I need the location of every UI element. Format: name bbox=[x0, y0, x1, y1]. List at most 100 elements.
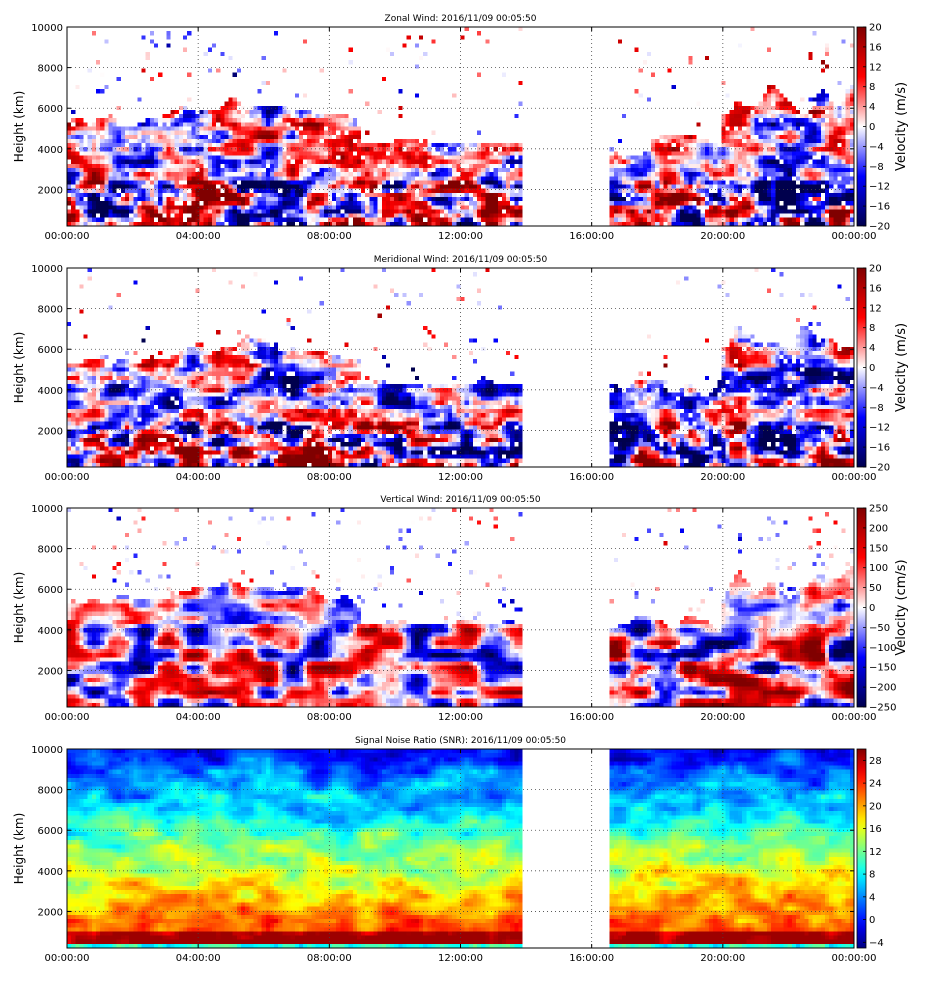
heatmap-image bbox=[67, 268, 854, 467]
x-tick-label: 12:00:00 bbox=[438, 231, 483, 242]
colorbar-label: Velocity (cm/s) bbox=[894, 559, 909, 655]
y-tick-label: 2000 bbox=[38, 666, 63, 677]
x-tick-label: 12:00:00 bbox=[438, 953, 483, 964]
x-tick-label: 04:00:00 bbox=[176, 231, 221, 242]
panel-title: Meridional Wind: 2016/11/09 00:05:50 bbox=[374, 255, 548, 265]
y-axis-label: Height (km) bbox=[12, 91, 26, 162]
y-tick-label: 10000 bbox=[31, 504, 63, 515]
colorbar-tick-label: −8 bbox=[869, 403, 884, 414]
colorbar-tick-label: −20 bbox=[869, 222, 890, 233]
colorbar-tick-label: 0 bbox=[869, 363, 875, 374]
colorbar-tick-label: 4 bbox=[869, 343, 875, 354]
snr-panel: Signal Noise Ratio (SNR): 2016/11/09 00:… bbox=[12, 736, 884, 964]
x-tick-label: 08:00:00 bbox=[307, 472, 352, 483]
y-tick-label: 10000 bbox=[31, 264, 63, 275]
y-tick-label: 10000 bbox=[31, 23, 63, 34]
x-tick-label: 00:00:00 bbox=[832, 472, 877, 483]
x-tick-label: 00:00:00 bbox=[832, 712, 877, 723]
x-tick-label: 00:00:00 bbox=[832, 231, 877, 242]
x-tick-label: 20:00:00 bbox=[700, 472, 745, 483]
colorbar-tick-label: −50 bbox=[869, 623, 890, 634]
colorbar-tick-label: −12 bbox=[869, 423, 890, 434]
y-tick-label: 10000 bbox=[31, 745, 63, 756]
y-tick-label: 6000 bbox=[38, 104, 63, 115]
colorbar-tick-label: 8 bbox=[869, 870, 875, 881]
y-axis-label: Height (km) bbox=[12, 813, 26, 884]
heatmap-image bbox=[67, 27, 854, 226]
y-tick-label: 4000 bbox=[38, 145, 63, 156]
x-tick-label: 04:00:00 bbox=[176, 953, 221, 964]
colorbar-label: Velocity (m/s) bbox=[894, 323, 909, 412]
x-tick-label: 08:00:00 bbox=[307, 953, 352, 964]
colorbar-tick-label: 4 bbox=[869, 102, 875, 113]
x-tick-label: 12:00:00 bbox=[438, 472, 483, 483]
colorbar-tick-label: 50 bbox=[869, 583, 882, 594]
colorbar-tick-label: −100 bbox=[869, 643, 896, 654]
colorbar-tick-label: −20 bbox=[869, 463, 890, 474]
colorbar-tick-label: 200 bbox=[869, 523, 888, 534]
meridional-wind-panel: Meridional Wind: 2016/11/09 00:05:50 00:0… bbox=[12, 255, 909, 483]
colorbar-tick-label: −150 bbox=[869, 663, 896, 674]
y-tick-label: 2000 bbox=[38, 907, 63, 918]
y-axis-label: Height (km) bbox=[12, 332, 26, 403]
x-tick-label: 00:00:00 bbox=[832, 953, 877, 964]
y-tick-label: 2000 bbox=[38, 426, 63, 437]
y-tick-label: 2000 bbox=[38, 185, 63, 196]
x-tick-label: 08:00:00 bbox=[307, 712, 352, 723]
vertical-wind-panel: Vertical Wind: 2016/11/09 00:05:50 00:00:… bbox=[12, 495, 909, 723]
colorbar-tick-label: 150 bbox=[869, 543, 888, 554]
x-tick-label: 20:00:00 bbox=[700, 712, 745, 723]
y-tick-label: 8000 bbox=[38, 64, 63, 75]
colorbar-tick-label: 16 bbox=[869, 42, 882, 53]
x-tick-label: 04:00:00 bbox=[176, 712, 221, 723]
colorbar-tick-label: −4 bbox=[869, 938, 884, 949]
x-tick-label: 16:00:00 bbox=[569, 953, 614, 964]
colorbar-tick-label: −8 bbox=[869, 162, 884, 173]
colorbar-tick-label: −4 bbox=[869, 383, 884, 394]
colorbar-tick-label: 8 bbox=[869, 82, 875, 93]
x-tick-label: 20:00:00 bbox=[700, 953, 745, 964]
colorbar-tick-label: 0 bbox=[869, 122, 875, 133]
colorbar-tick-label: 20 bbox=[869, 264, 882, 275]
y-tick-label: 8000 bbox=[38, 545, 63, 556]
y-tick-label: 4000 bbox=[38, 867, 63, 878]
x-tick-label: 00:00:00 bbox=[45, 231, 90, 242]
y-tick-label: 8000 bbox=[38, 305, 63, 316]
heatmap-image bbox=[67, 749, 854, 948]
colorbar-tick-label: 24 bbox=[869, 779, 882, 790]
colorbar-tick-label: −12 bbox=[869, 182, 890, 193]
colorbar-tick-label: 0 bbox=[869, 915, 875, 926]
y-axis-label: Height (km) bbox=[12, 572, 26, 643]
colorbar-tick-label: 12 bbox=[869, 62, 882, 73]
panel-title: Zonal Wind: 2016/11/09 00:05:50 bbox=[385, 14, 537, 24]
colorbar-tick-label: 100 bbox=[869, 563, 888, 574]
zonal-wind-panel: Zonal Wind: 2016/11/09 00:05:50 00:00:00 0… bbox=[12, 14, 909, 242]
y-tick-label: 6000 bbox=[38, 345, 63, 356]
x-tick-label: 08:00:00 bbox=[307, 231, 352, 242]
colorbar-tick-label: 20 bbox=[869, 23, 882, 34]
y-tick-label: 4000 bbox=[38, 626, 63, 637]
colorbar-tick-label: 8 bbox=[869, 323, 875, 334]
x-tick-label: 20:00:00 bbox=[700, 231, 745, 242]
x-tick-label: 00:00:00 bbox=[45, 712, 90, 723]
colorbar-tick-label: 250 bbox=[869, 504, 888, 515]
x-tick-label: 16:00:00 bbox=[569, 231, 614, 242]
y-tick-label: 8000 bbox=[38, 786, 63, 797]
x-tick-label: 12:00:00 bbox=[438, 712, 483, 723]
y-tick-label: 4000 bbox=[38, 386, 63, 397]
colorbar-tick-label: 16 bbox=[869, 283, 882, 294]
x-tick-label: 04:00:00 bbox=[176, 472, 221, 483]
colorbar-tick-label: 16 bbox=[869, 824, 882, 835]
x-tick-label: 16:00:00 bbox=[569, 712, 614, 723]
x-tick-label: 16:00:00 bbox=[569, 472, 614, 483]
colorbar-tick-label: −250 bbox=[869, 703, 896, 714]
colorbar-tick-label: −4 bbox=[869, 142, 884, 153]
colorbar bbox=[856, 748, 867, 949]
colorbar-tick-label: −16 bbox=[869, 202, 890, 213]
colorbar-tick-label: 12 bbox=[869, 303, 882, 314]
y-tick-label: 6000 bbox=[38, 585, 63, 596]
colorbar-tick-label: 12 bbox=[869, 847, 882, 858]
y-tick-label: 6000 bbox=[38, 826, 63, 837]
colorbar-tick-label: −16 bbox=[869, 443, 890, 454]
colorbar-tick-label: 20 bbox=[869, 801, 882, 812]
